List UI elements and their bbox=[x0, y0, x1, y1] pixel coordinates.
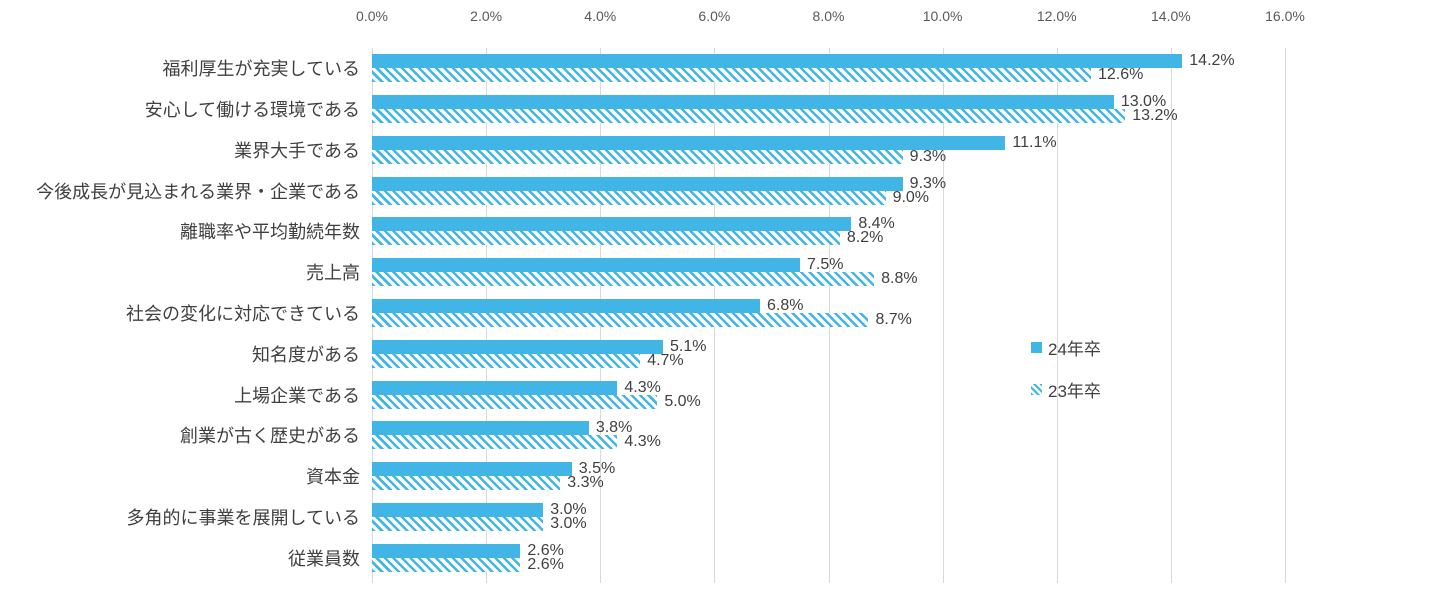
x-axis-tick-label: 12.0% bbox=[1036, 8, 1077, 24]
legend-item-23年卒: 23年卒 bbox=[1031, 379, 1101, 401]
category-label: 知名度がある bbox=[252, 344, 360, 365]
x-axis-tick-label: 6.0% bbox=[698, 8, 731, 24]
bar-24年卒 bbox=[372, 217, 852, 232]
legend-item-24年卒: 24年卒 bbox=[1031, 337, 1101, 359]
bar-24年卒 bbox=[372, 543, 521, 558]
bar-23年卒 bbox=[372, 109, 1126, 124]
axis-tick-mark bbox=[942, 578, 944, 583]
value-label-24年卒: 14.2% bbox=[1189, 52, 1235, 70]
value-label-23年卒: 4.3% bbox=[624, 433, 661, 451]
x-axis-tick-label: 4.0% bbox=[584, 8, 617, 24]
bar-24年卒 bbox=[372, 258, 800, 273]
bar-24年卒 bbox=[372, 95, 1114, 110]
bar-23年卒 bbox=[372, 313, 869, 327]
value-label-23年卒: 4.7% bbox=[647, 351, 684, 369]
legend-label-24年卒: 24年卒 bbox=[1048, 339, 1101, 359]
legend-swatch-solid-icon bbox=[1031, 341, 1042, 353]
axis-tick-mark bbox=[372, 578, 373, 583]
x-axis-tick-label: 0.0% bbox=[356, 8, 388, 24]
bar-24年卒 bbox=[372, 380, 618, 395]
value-label-24年卒: 13.0% bbox=[1120, 93, 1167, 111]
value-label-24年卒: 6.8% bbox=[767, 297, 804, 314]
bar-23年卒 bbox=[372, 476, 561, 491]
bar-23年卒 bbox=[372, 516, 544, 531]
x-axis-tick-label: 2.0% bbox=[470, 8, 503, 24]
axis-tick-mark bbox=[828, 578, 830, 583]
value-label-24年卒: 11.1% bbox=[1012, 133, 1057, 151]
value-label-24年卒: 7.5% bbox=[806, 256, 844, 274]
category-label: 創業が古く歴史がある bbox=[180, 426, 360, 447]
value-label-23年卒: 9.0% bbox=[892, 188, 930, 206]
axis-tick-mark bbox=[714, 578, 716, 583]
category-label: 従業員数 bbox=[288, 548, 360, 569]
bar-23年卒 bbox=[372, 557, 521, 572]
category-label: 安心して働ける環境である bbox=[144, 100, 360, 121]
axis-tick-mark bbox=[1285, 578, 1286, 583]
gridline bbox=[1056, 48, 1058, 578]
bar-23年卒 bbox=[372, 435, 618, 450]
value-label-23年卒: 3.3% bbox=[567, 474, 604, 492]
value-label-24年卒: 2.6% bbox=[527, 541, 564, 559]
category-label: 福利厚生が充実している bbox=[162, 59, 360, 80]
category-label: 上場企業である bbox=[234, 385, 360, 406]
category-label: 業界大手である bbox=[234, 140, 360, 161]
bar-24年卒 bbox=[372, 502, 544, 517]
bar-23年卒 bbox=[372, 272, 875, 287]
value-label-23年卒: 8.2% bbox=[846, 229, 884, 247]
legend: 24年卒 23年卒 bbox=[1031, 337, 1101, 421]
bar-23年卒 bbox=[372, 190, 886, 205]
value-label-23年卒: 8.8% bbox=[881, 270, 918, 288]
bar-24年卒 bbox=[372, 462, 572, 477]
gridline bbox=[1285, 48, 1286, 578]
value-label-24年卒: 8.4% bbox=[858, 215, 895, 233]
axis-tick-mark bbox=[1170, 578, 1172, 583]
x-axis-tick-label: 14.0% bbox=[1151, 8, 1191, 24]
value-label-24年卒: 3.0% bbox=[550, 500, 587, 518]
category-label: 社会の変化に対応できている bbox=[126, 303, 360, 324]
axis-tick-mark bbox=[486, 578, 488, 583]
bar-24年卒 bbox=[372, 299, 761, 313]
bar-23年卒 bbox=[372, 394, 658, 409]
category-label: 資本金 bbox=[306, 467, 360, 488]
value-label-23年卒: 9.3% bbox=[909, 147, 947, 165]
value-label-24年卒: 9.3% bbox=[909, 174, 947, 192]
value-label-24年卒: 5.1% bbox=[670, 337, 707, 355]
bar-23年卒 bbox=[372, 68, 1091, 83]
legend-swatch-hatched-icon bbox=[1031, 383, 1042, 395]
bar-23年卒 bbox=[372, 353, 641, 368]
bar-24年卒 bbox=[372, 54, 1183, 69]
value-label-23年卒: 2.6% bbox=[527, 555, 564, 573]
value-label-24年卒: 4.3% bbox=[624, 378, 661, 396]
value-label-23年卒: 13.2% bbox=[1132, 107, 1178, 125]
bar-24年卒 bbox=[372, 421, 589, 436]
bar-23年卒 bbox=[372, 231, 840, 246]
gridline bbox=[1170, 48, 1172, 578]
x-axis-tick-label: 16.0% bbox=[1265, 8, 1305, 24]
bar-23年卒 bbox=[372, 149, 903, 164]
axis-tick-mark bbox=[600, 578, 602, 583]
bar-24年卒 bbox=[372, 176, 903, 191]
value-label-23年卒: 3.0% bbox=[550, 514, 587, 532]
category-label: 多角的に事業を展開している bbox=[126, 507, 360, 528]
value-label-23年卒: 8.7% bbox=[875, 311, 912, 328]
bar-24年卒 bbox=[372, 135, 1006, 150]
axis-tick-mark bbox=[1056, 578, 1058, 583]
value-label-24年卒: 3.5% bbox=[578, 460, 616, 478]
category-label: 売上高 bbox=[306, 263, 360, 284]
bar-24年卒 bbox=[372, 339, 664, 354]
value-label-23年卒: 12.6% bbox=[1097, 66, 1144, 84]
category-label: 離職率や平均勤続年数 bbox=[180, 222, 360, 243]
value-label-23年卒: 5.0% bbox=[664, 392, 701, 410]
legend-label-23年卒: 23年卒 bbox=[1048, 381, 1101, 401]
x-axis-tick-label: 8.0% bbox=[812, 8, 845, 24]
category-label: 今後成長が見込まれる業界・企業である bbox=[36, 181, 360, 202]
value-label-24年卒: 3.8% bbox=[595, 419, 633, 437]
x-axis-tick-label: 10.0% bbox=[922, 8, 963, 24]
gridline bbox=[942, 48, 944, 578]
